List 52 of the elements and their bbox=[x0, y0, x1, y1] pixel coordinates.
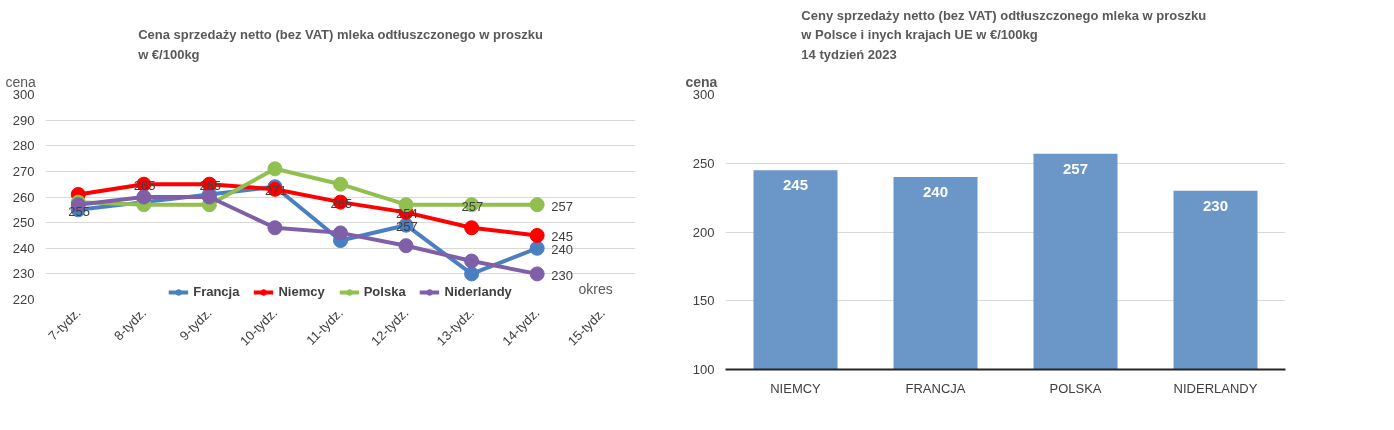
legend-label: Niemcy bbox=[278, 284, 325, 299]
y-tick-label: 230 bbox=[12, 266, 35, 282]
x-axis-title: okres bbox=[578, 280, 613, 297]
point bbox=[529, 266, 545, 282]
y-tick-label: 240 bbox=[12, 240, 35, 256]
point bbox=[464, 266, 480, 282]
data-label: 230 bbox=[1202, 196, 1229, 214]
y-tick-label: 150 bbox=[692, 293, 715, 309]
annotation: 257 bbox=[461, 198, 484, 214]
y-tick-label: 300 bbox=[692, 87, 715, 102]
x-tick-label: POLSKA bbox=[1049, 380, 1102, 396]
y-tick-label: 290 bbox=[12, 112, 35, 128]
annotation: 245 bbox=[551, 229, 573, 245]
legend-label: Niderlandy bbox=[444, 284, 512, 299]
point bbox=[529, 227, 545, 243]
point bbox=[529, 197, 545, 213]
point bbox=[333, 225, 348, 241]
point bbox=[529, 240, 545, 256]
annotation: 265 bbox=[199, 178, 222, 194]
point bbox=[464, 253, 480, 269]
y-axis-title: cena bbox=[685, 73, 718, 90]
y-tick-label: 100 bbox=[692, 362, 715, 377]
annotation: 257 bbox=[551, 198, 573, 214]
point bbox=[333, 176, 348, 192]
y-tick-label: 280 bbox=[12, 138, 35, 154]
point bbox=[267, 161, 283, 177]
x-tick-label: NIEMCY bbox=[770, 380, 822, 396]
y-tick-label: 270 bbox=[12, 163, 35, 179]
y-tick-label: 200 bbox=[692, 224, 715, 240]
data-label: 240 bbox=[922, 183, 949, 200]
data-label: 257 bbox=[1062, 159, 1089, 177]
point bbox=[464, 220, 480, 236]
data-label: 245 bbox=[782, 176, 809, 194]
annotation: 271 bbox=[264, 183, 287, 199]
point bbox=[267, 220, 283, 236]
y-tick-label: 250 bbox=[12, 215, 35, 231]
annotation: 240 bbox=[551, 242, 573, 258]
chart-title: Ceny sprzedaży netto (bez VAT) odtłuszczonego mleka w proszku w Polsce i inych krajach UE w €/100kg 14 tydzień 2023 bbox=[800, 7, 1207, 62]
legend-label: Polska bbox=[363, 284, 406, 299]
point bbox=[398, 238, 414, 254]
chart-title: Cena sprzedaży netto (bez VAT) mleka odtłuszczonego w proszku w €/100kg bbox=[137, 27, 543, 62]
annotation: 265 bbox=[133, 178, 156, 194]
x-tick-label: FRANCJA bbox=[905, 380, 966, 396]
y-axis-title: cena bbox=[5, 73, 37, 90]
point bbox=[136, 189, 152, 205]
y-tick-label: 260 bbox=[12, 189, 35, 205]
legend-label: Francja bbox=[193, 284, 240, 299]
y-tick-label: 300 bbox=[12, 87, 35, 102]
y-tick-label: 220 bbox=[12, 292, 35, 307]
x-tick-label: NIDERLANDY bbox=[1173, 380, 1258, 396]
annotation: 230 bbox=[551, 267, 573, 283]
y-tick-label: 250 bbox=[692, 155, 715, 171]
